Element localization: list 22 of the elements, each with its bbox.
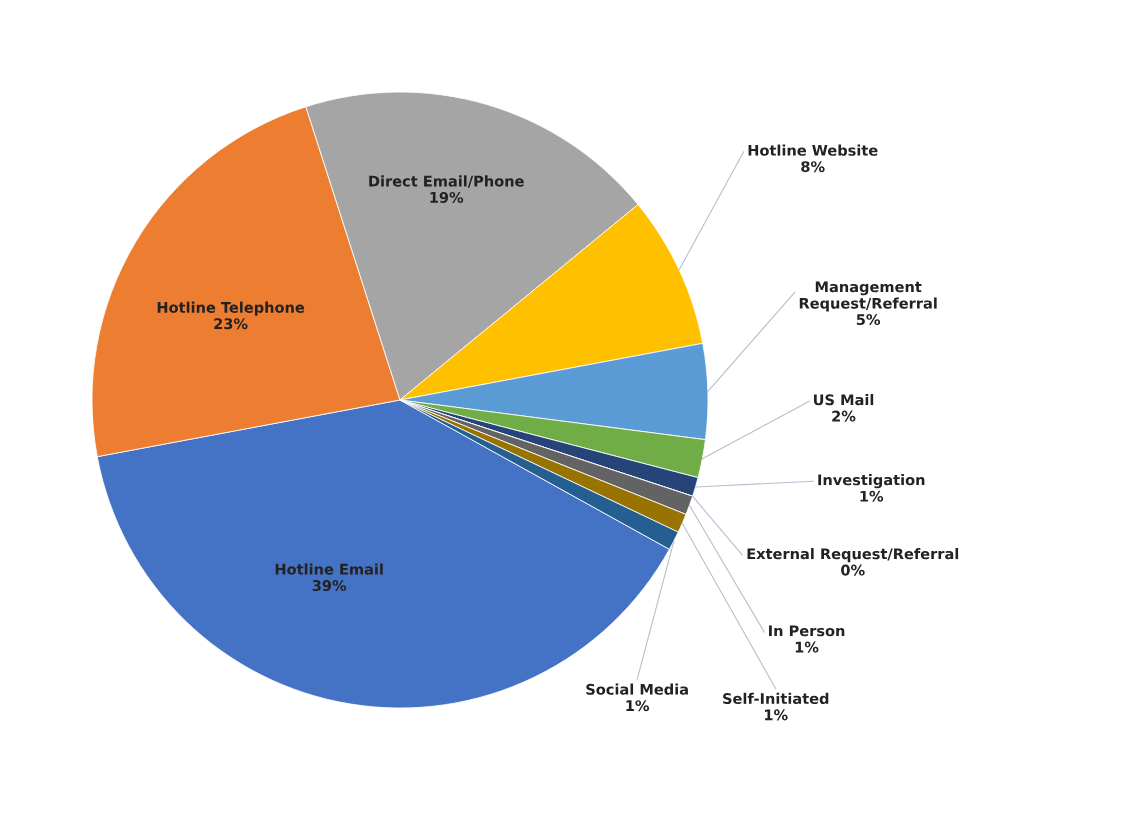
slice-label: Direct Email/Phone bbox=[369, 175, 524, 188]
data-label: 39% bbox=[312, 580, 347, 592]
slice-label: Management Request/Referral bbox=[799, 281, 937, 312]
data-label: 1% bbox=[765, 709, 788, 721]
data-label: 2% bbox=[832, 410, 856, 422]
slice-label: Investigation bbox=[818, 474, 925, 489]
data-label: 8% bbox=[801, 161, 825, 173]
slice-label: US Mail bbox=[813, 394, 874, 406]
data-label: 19% bbox=[430, 191, 464, 203]
data-label: 1% bbox=[860, 490, 884, 502]
slice-label: Hotline Email bbox=[275, 563, 383, 575]
slice-label: Hotline Telephone bbox=[157, 301, 305, 316]
category-label: External Request/Referral bbox=[747, 548, 959, 563]
slice-label: Social Media bbox=[586, 683, 688, 695]
text: 0% bbox=[841, 564, 865, 576]
slice-label: In Person bbox=[769, 625, 845, 637]
data-label: 23% bbox=[214, 318, 248, 330]
data-label: 5% bbox=[856, 314, 881, 326]
slice-label: Self-Initiated bbox=[723, 692, 829, 705]
slice-label: Hotline Website bbox=[748, 144, 878, 156]
data-label: 1% bbox=[626, 700, 650, 712]
data-label: 1% bbox=[795, 641, 819, 653]
